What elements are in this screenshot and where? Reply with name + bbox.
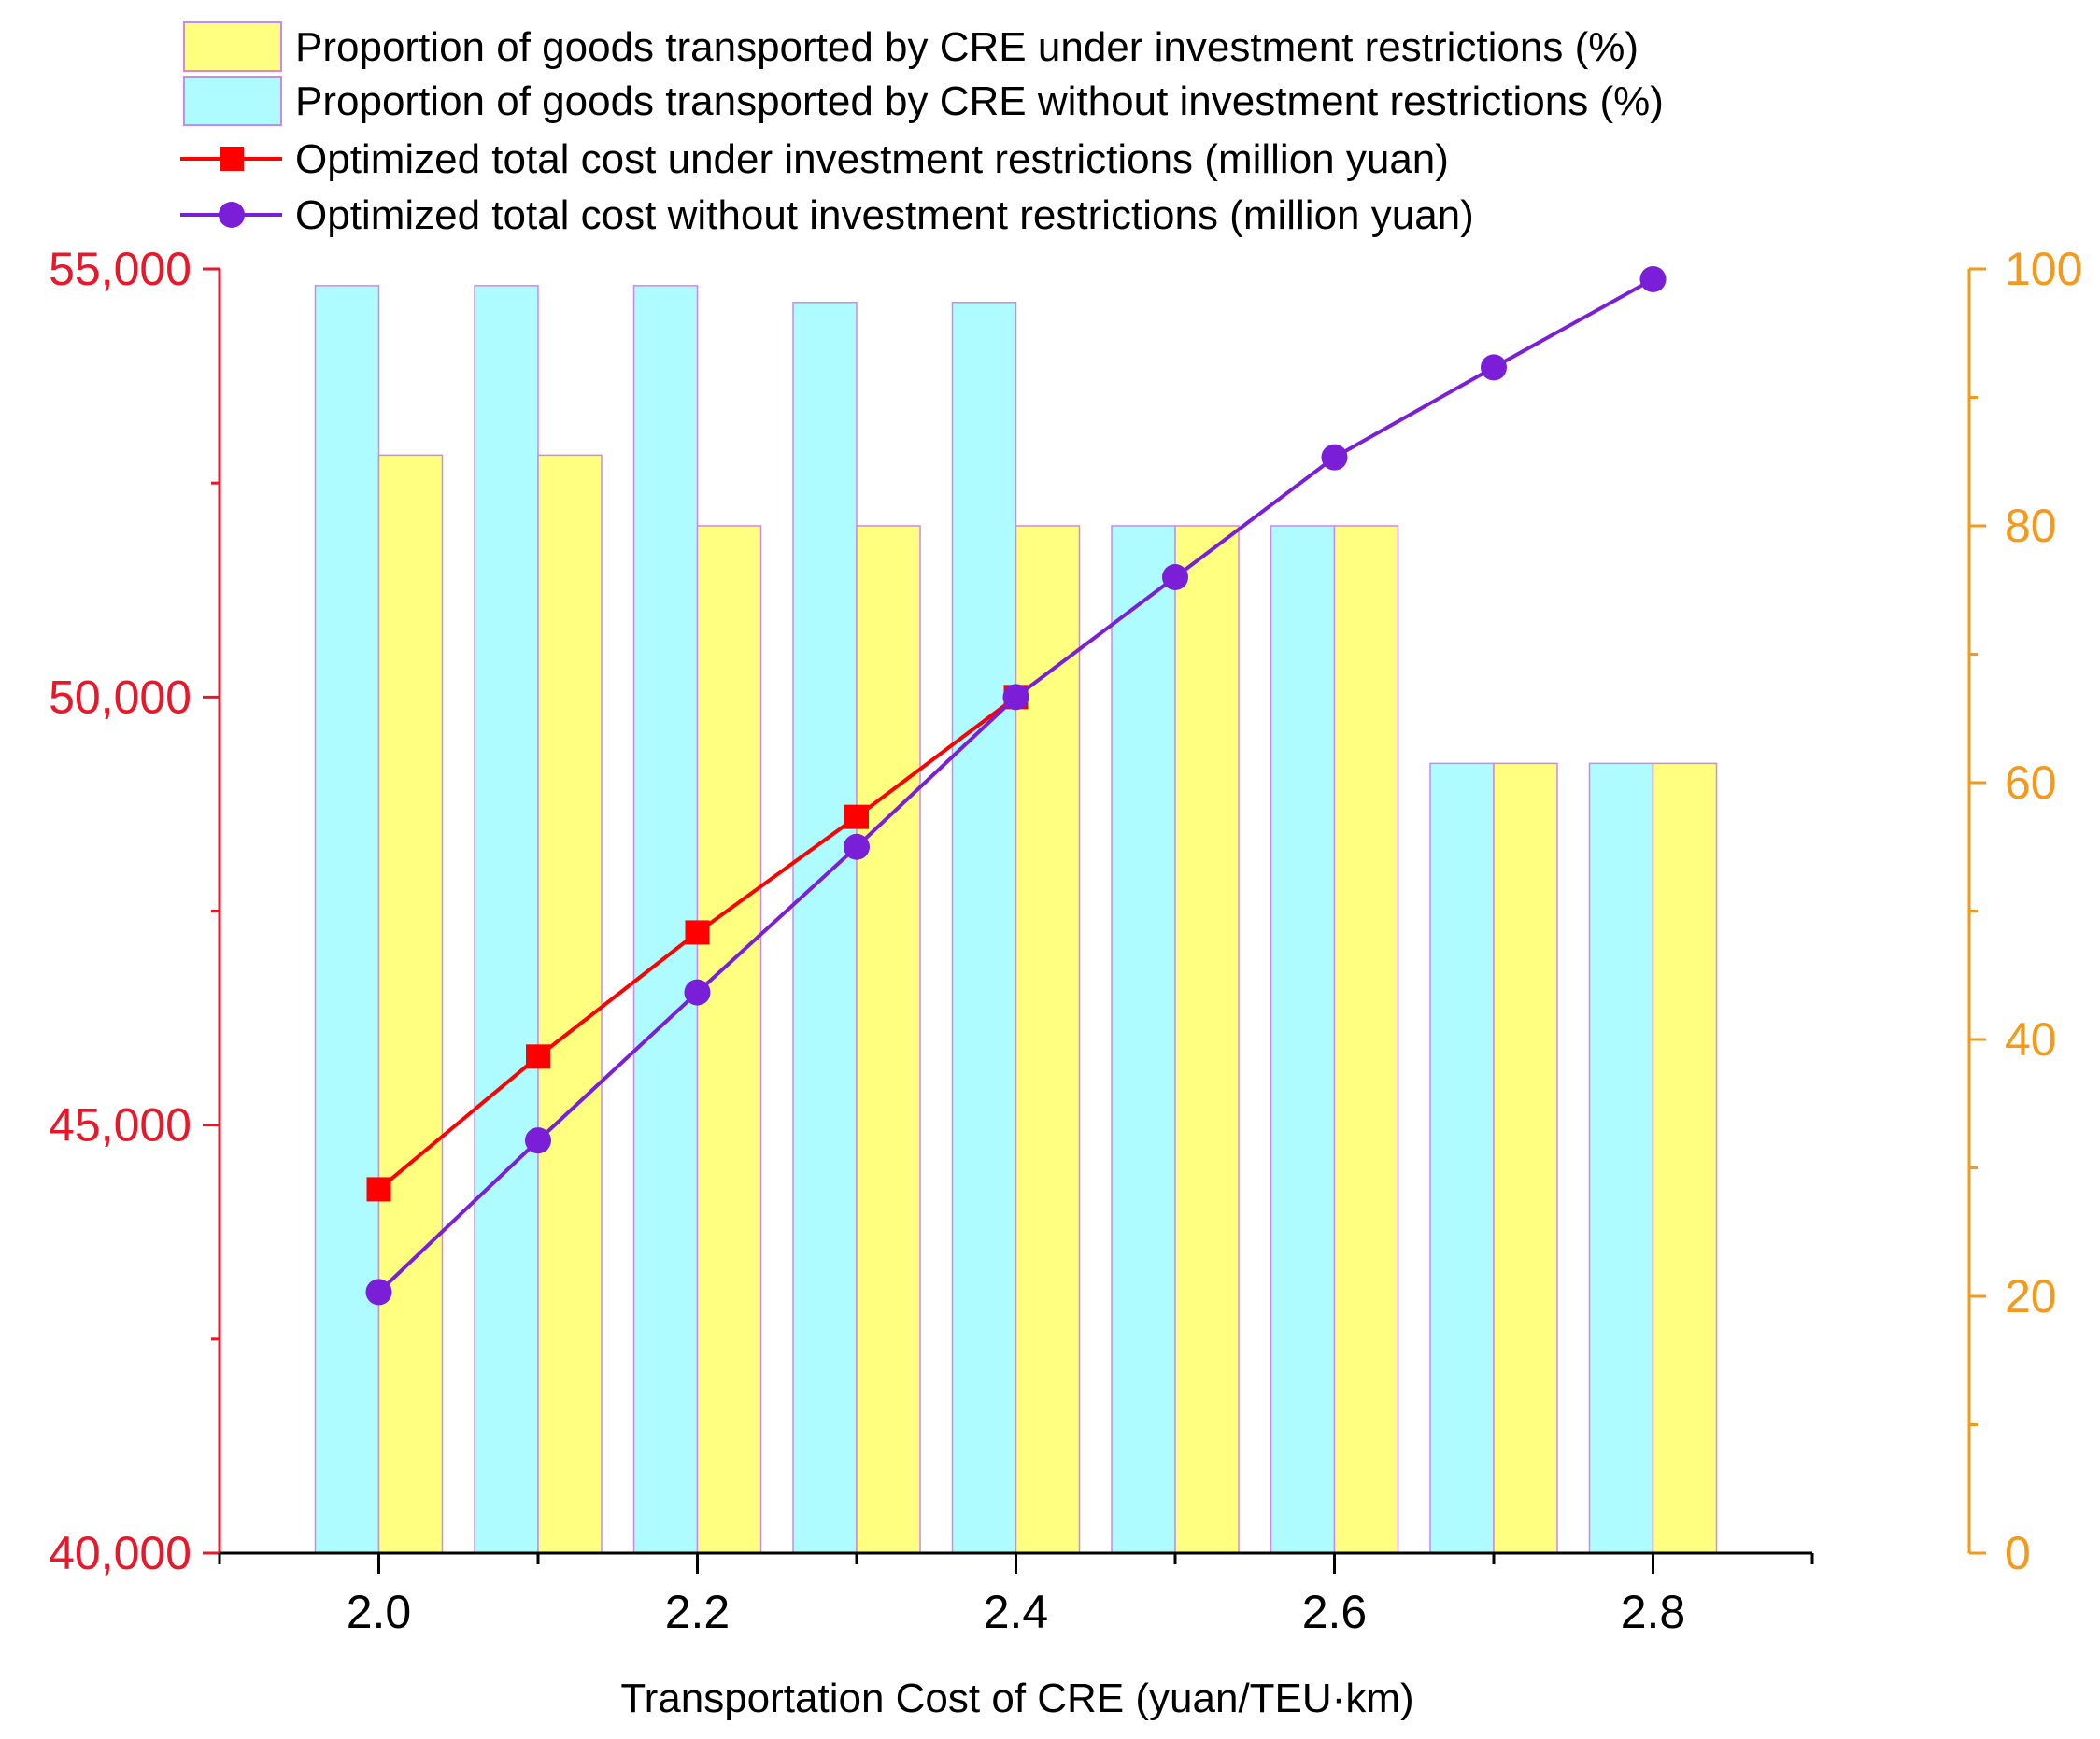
legend: Proportion of goods transported by CRE u… (180, 21, 1664, 238)
bar-without-restrictions (951, 302, 1017, 1554)
right-axis-tick-label: 60 (2005, 756, 2057, 809)
left-axis-tick-label: 45,000 (49, 1099, 192, 1152)
x-axis-label: Transportation Cost of CRE (yuan/TEU·km) (620, 1675, 1413, 1721)
right-axis-tick-label: 80 (2005, 500, 2057, 552)
bar-without-restrictions (1270, 525, 1336, 1554)
right-axis-tick-label: 40 (2005, 1013, 2057, 1066)
bar-under-restrictions (696, 525, 762, 1554)
right-axis-tick-label: 100 (2005, 243, 2082, 295)
cost-under-restrictions-point (844, 804, 869, 829)
cost-under-restrictions-point (366, 1177, 391, 1202)
legend-label: Optimized total cost without investment … (295, 192, 1474, 238)
cost-under-restrictions-point (526, 1044, 550, 1069)
right-axis-tick-label: 0 (2005, 1527, 2031, 1579)
cost-under-restrictions-point (685, 920, 710, 945)
bar-under-restrictions (377, 454, 444, 1554)
bottom-axis-tick-label: 2.8 (1621, 1586, 1686, 1638)
legend-label: Proportion of goods transported by CRE u… (295, 24, 1639, 70)
bottom-axis-tick-label: 2.6 (1302, 1586, 1368, 1638)
bar-without-restrictions (1588, 762, 1654, 1554)
bottom-axis-tick-label: 2.2 (665, 1586, 731, 1638)
bar-without-restrictions (1111, 525, 1176, 1554)
legend-swatch (183, 76, 282, 126)
legend-label: Proportion of goods transported by CRE w… (295, 78, 1664, 124)
axes-group: 40,000 45,000 50,000 55,000 0 20 40 60 80 100 2.0 2… (49, 243, 2082, 1638)
cost-without-restrictions-point (1321, 444, 1348, 471)
legend-item-cost-without: Optimized total cost without investment … (180, 192, 1474, 238)
cost-without-restrictions-point (365, 1279, 392, 1306)
cost-without-restrictions-point (844, 833, 870, 860)
legend-swatch-marker (219, 202, 245, 228)
legend-swatch-marker (220, 147, 244, 171)
bar-without-restrictions (314, 285, 380, 1554)
bar-under-restrictions (1174, 525, 1240, 1554)
legend-label: Optimized total cost under investment re… (295, 136, 1449, 182)
bar-under-restrictions (537, 454, 603, 1554)
right-axis-tick-label: 20 (2005, 1270, 2057, 1322)
bar-under-restrictions (1652, 762, 1718, 1554)
bar-under-restrictions (856, 525, 921, 1554)
cost-without-restrictions-point (684, 979, 711, 1006)
bar-without-restrictions (632, 285, 699, 1554)
cost-without-restrictions-point (1002, 684, 1029, 711)
cost-without-restrictions-point (1481, 354, 1507, 381)
bar-under-restrictions (1015, 525, 1081, 1554)
bar-without-restrictions (792, 302, 858, 1554)
bar-under-restrictions (1493, 762, 1558, 1554)
bar-without-restrictions (474, 285, 539, 1554)
legend-item-bar-under: Proportion of goods transported by CRE u… (183, 21, 1639, 72)
bottom-axis-tick-label: 2.4 (984, 1586, 1049, 1638)
bar-under-restrictions (1333, 525, 1399, 1554)
left-axis-tick-label: 40,000 (49, 1527, 192, 1579)
bottom-axis-tick-label: 2.0 (347, 1586, 412, 1638)
line-group (365, 266, 1667, 1306)
legend-item-cost-under: Optimized total cost under investment re… (180, 136, 1449, 182)
cost-without-restrictions-point (525, 1127, 551, 1154)
left-axis-tick-label: 55,000 (49, 243, 192, 295)
cost-without-restrictions-point (1639, 266, 1667, 292)
left-axis-tick-label: 50,000 (49, 671, 192, 723)
cost-without-restrictions-point (1162, 564, 1188, 590)
legend-swatch (183, 21, 282, 72)
bar-without-restrictions (1429, 762, 1495, 1554)
legend-item-bar-without: Proportion of goods transported by CRE w… (183, 76, 1664, 126)
bar-group (314, 285, 1718, 1554)
